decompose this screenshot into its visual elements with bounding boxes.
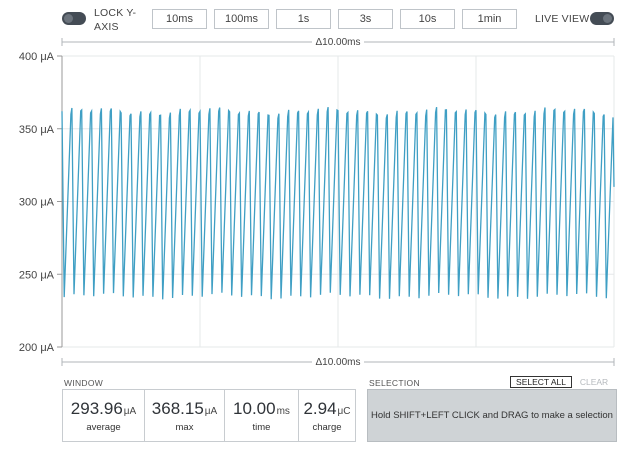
top-delta-bar: Δ10.00ms (61, 36, 615, 48)
y-tick-label: 350 μA (19, 124, 55, 136)
bottom-delta-bar: Δ10.00ms (61, 356, 615, 368)
y-tick-label: 200 μA (19, 342, 55, 354)
stat-max: 368.15μA max (145, 390, 225, 441)
selection-section-title: SELECTION (369, 378, 420, 388)
stat-unit: μA (123, 405, 137, 417)
time-window-1min-button[interactable]: 1min (462, 9, 517, 29)
y-tick-label: 250 μA (19, 269, 55, 281)
toggle-knob (64, 14, 73, 23)
live-view-label: LIVE VIEW (535, 13, 590, 25)
stat-unit: μA (204, 405, 218, 417)
stat-value: 10.00 (233, 398, 276, 418)
selection-hint-area[interactable]: Hold SHIFT+LEFT CLICK and DRAG to make a… (367, 389, 617, 442)
delta-label-top: Δ10.00ms (315, 37, 360, 48)
toggle-knob (603, 14, 612, 23)
delta-label-bg (312, 36, 364, 48)
delta-label-bottom: Δ10.00ms (315, 357, 360, 368)
stat-average: 293.96μA average (63, 390, 145, 441)
stat-charge: 2.94μC charge (299, 390, 355, 441)
lock-y-axis-label: LOCK Y-AXIS (94, 7, 137, 33)
y-tick-label: 300 μA (19, 197, 55, 209)
y-axis-ticks: 400 μA 350 μA 300 μA 250 μA 200 μA (19, 51, 63, 354)
stat-unit: ms (276, 405, 290, 417)
stat-time: 10.00ms time (225, 390, 299, 441)
live-view-toggle[interactable] (590, 12, 614, 25)
stat-unit: μC (337, 405, 351, 417)
window-stats-panel: 293.96μA average 368.15μA max 10.00ms ti… (62, 389, 356, 442)
lock-y-axis-toggle[interactable] (62, 12, 86, 25)
stat-value: 2.94 (303, 398, 337, 418)
stat-label: time (252, 421, 271, 433)
select-all-button[interactable]: SELECT ALL (510, 376, 572, 388)
time-window-10s-button[interactable]: 10s (400, 9, 455, 29)
stat-label: max (175, 421, 194, 433)
time-window-10ms-button[interactable]: 10ms (152, 9, 207, 29)
delta-label-bg (312, 356, 364, 368)
window-section-title: WINDOW (64, 378, 104, 388)
stat-label: average (86, 421, 121, 433)
stat-value: 293.96 (70, 398, 123, 418)
stat-label: charge (312, 421, 342, 433)
clear-button[interactable]: CLEAR (579, 377, 609, 387)
current-trace-line (61, 106, 615, 300)
time-window-3s-button[interactable]: 3s (338, 9, 393, 29)
stat-value: 368.15 (151, 398, 204, 418)
time-window-100ms-button[interactable]: 100ms (214, 9, 269, 29)
time-window-1s-button[interactable]: 1s (276, 9, 331, 29)
y-tick-label: 400 μA (19, 51, 55, 63)
